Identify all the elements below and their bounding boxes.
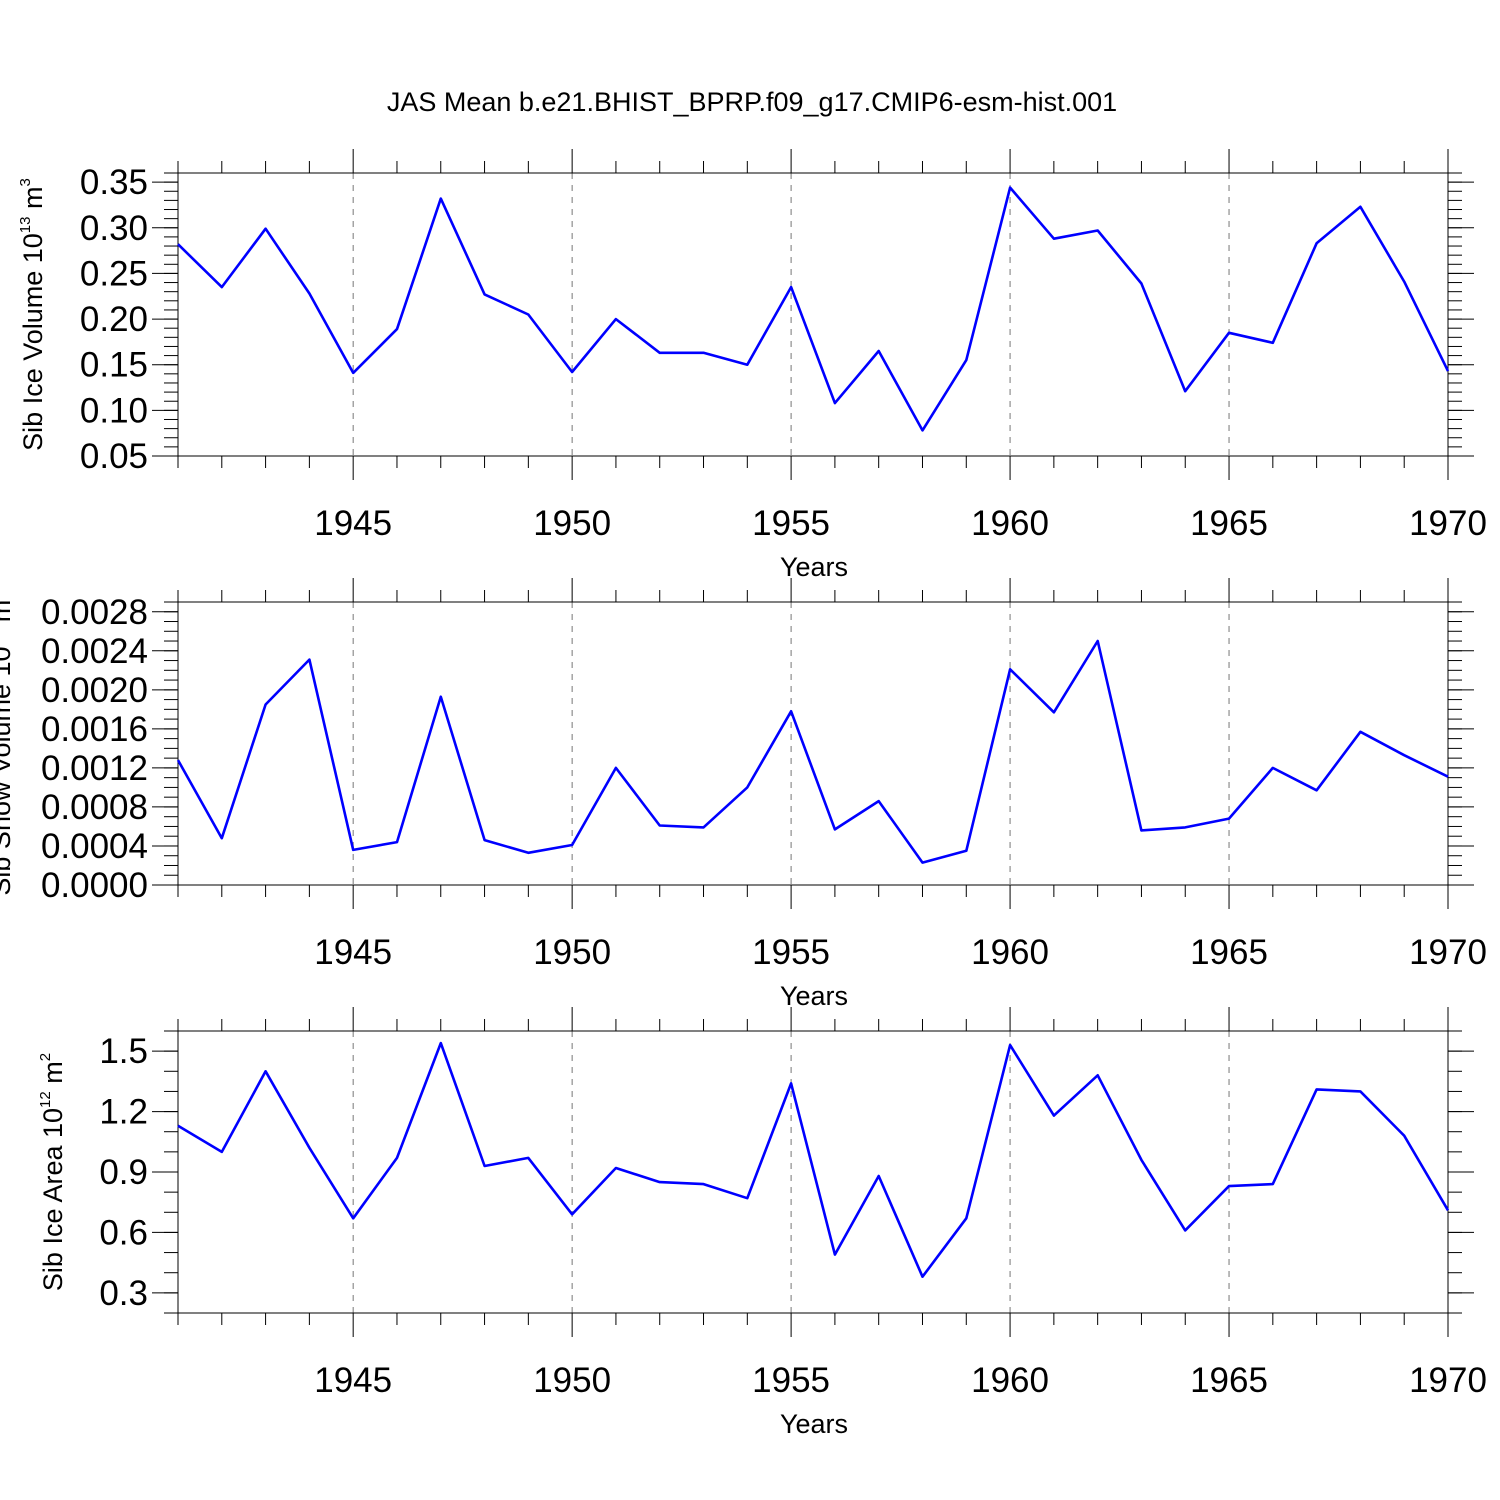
y-tick-label: 0.6 xyxy=(99,1213,148,1252)
x-axis-label: Years xyxy=(780,981,848,1011)
y-tick-label: 0.3 xyxy=(99,1274,148,1313)
y-tick-label: 0.0020 xyxy=(41,671,148,710)
series-line xyxy=(177,1041,1450,1278)
x-tick-label: 1970 xyxy=(1409,504,1487,543)
y-tick-label: 1.2 xyxy=(99,1093,148,1132)
y-axis-label: Sib Ice Volume 1013 m3 xyxy=(17,178,48,451)
x-axis-label: Years xyxy=(780,552,848,582)
y-axis-label: Sib Snow Volume 1013 m3 xyxy=(0,591,16,895)
x-tick-label: 1960 xyxy=(971,933,1049,972)
x-tick-label: 1955 xyxy=(752,504,830,543)
x-tick-label: 1965 xyxy=(1190,504,1268,543)
x-tick-label: 1970 xyxy=(1409,933,1487,972)
y-axis-label: Sib Ice Area 1012 m2 xyxy=(37,1053,68,1291)
plot-frame xyxy=(177,601,1449,886)
x-tick-label: 1965 xyxy=(1190,933,1268,972)
y-tick-label: 0.30 xyxy=(80,209,148,248)
panel-1: 0.05 0.10 0.15 0.20 0.25 0.30 0.35 1945 1950 1955… xyxy=(17,149,1487,582)
x-tick-label: 1955 xyxy=(752,1361,830,1400)
x-axis-label: Years xyxy=(780,1409,848,1439)
x-tick-label: 1950 xyxy=(533,1361,611,1400)
y-tick-label: 0.20 xyxy=(80,300,148,339)
panel-3: 0.3 0.6 0.9 1.2 1.5 1945 1950 1955 1960 1965 1970 Y… xyxy=(37,1007,1487,1439)
x-tick-label: 1950 xyxy=(533,504,611,543)
x-tick-label: 1955 xyxy=(752,933,830,972)
x-tick-label: 1960 xyxy=(971,1361,1049,1400)
chart-title: JAS Mean b.e21.BHIST_BPRP.f09_g17.CMIP6-… xyxy=(387,87,1117,117)
y-tick-label: 0.0016 xyxy=(41,710,148,749)
y-tick-label: 0.0004 xyxy=(41,827,148,866)
x-tick-label: 1960 xyxy=(971,504,1049,543)
y-tick-label: 0.25 xyxy=(80,254,148,293)
y-tick-label: 0.0024 xyxy=(41,632,148,671)
y-tick-label: 0.35 xyxy=(80,163,148,202)
y-tick-label: 0.0028 xyxy=(41,593,148,632)
x-tick-label: 1965 xyxy=(1190,1361,1268,1400)
y-tick-label: 0.0008 xyxy=(41,788,148,827)
x-tick-label: 1945 xyxy=(314,933,392,972)
y-tick-label: 0.9 xyxy=(99,1153,148,1192)
y-tick-label: 0.05 xyxy=(80,437,148,476)
y-tick-label: 1.5 xyxy=(99,1032,148,1071)
y-tick-label: 0.0012 xyxy=(41,749,148,788)
series-line xyxy=(176,639,1449,864)
plot-frame xyxy=(177,172,1449,457)
y-tick-label: 0.0000 xyxy=(41,866,148,905)
y-tick-label: 0.10 xyxy=(80,391,148,430)
panel-2: 0.00000.00040.00080.00120.00160.00200.00… xyxy=(0,578,1487,1011)
x-tick-label: 1945 xyxy=(314,504,392,543)
x-tick-label: 1950 xyxy=(533,933,611,972)
series-line xyxy=(177,186,1450,432)
x-tick-label: 1970 xyxy=(1409,1361,1487,1400)
y-tick-label: 0.15 xyxy=(80,346,148,385)
x-tick-label: 1945 xyxy=(314,1361,392,1400)
